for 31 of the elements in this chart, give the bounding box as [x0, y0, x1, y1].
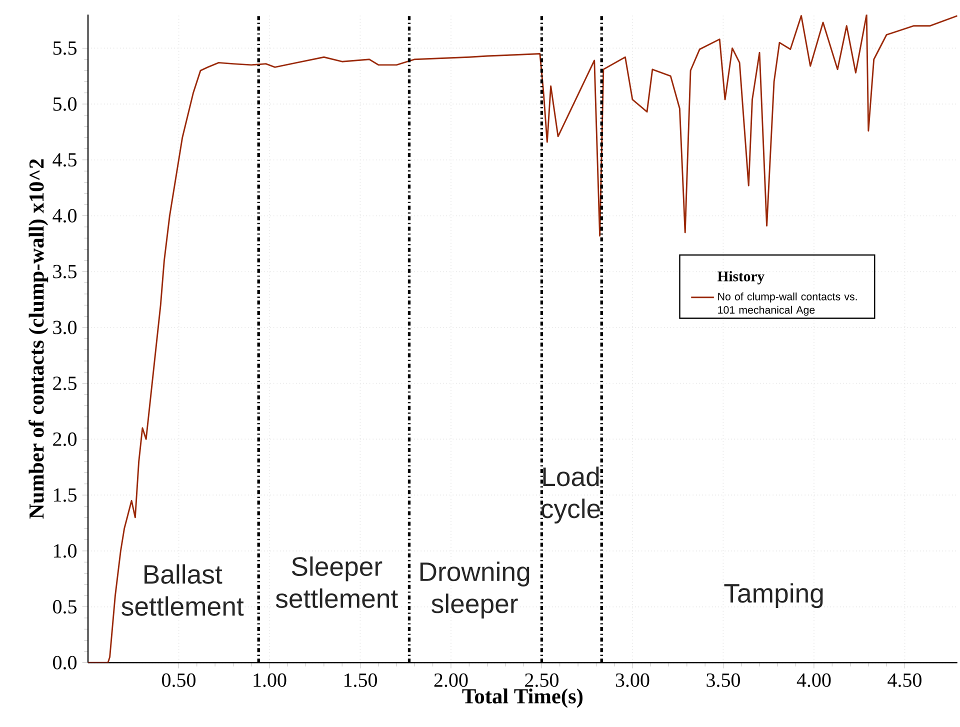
- x-tick-label: 4.00: [796, 674, 831, 688]
- legend-label: No of clump-wall contacts vs. 101 mechanical Age: [718, 292, 857, 316]
- annotation: Ballast settlement: [122, 564, 244, 616]
- annotation: Tamping: [724, 583, 823, 608]
- y-tick-label: 0.5: [53, 600, 76, 614]
- y-tick-label: 3.5: [53, 265, 76, 279]
- annotation: Sleeper settlement: [276, 556, 398, 608]
- y-tick-label: 0.0: [53, 656, 77, 670]
- y-tick-label: 5.0: [53, 97, 77, 112]
- x-tick-label: 2.50: [525, 674, 558, 688]
- x-axis-title: Total Time(s): [462, 688, 583, 708]
- y-tick-label: 4.0: [52, 209, 77, 223]
- y-tick-label: 4.5: [52, 153, 76, 167]
- x-tick-label: 1.50: [344, 674, 377, 688]
- annotation: Drowning sleeper: [420, 562, 530, 619]
- legend-title: History: [718, 271, 764, 285]
- x-tick-label: 3.50: [706, 674, 740, 688]
- x-tick-label: 0.50: [162, 674, 196, 688]
- y-tick-label: 2.0: [53, 432, 77, 446]
- x-tick-label: 3.00: [616, 674, 650, 688]
- y-tick-label: 3.0: [53, 320, 77, 334]
- y-tick-label: 2.5: [53, 376, 76, 390]
- y-axis-title: Number of contacts (clump-wall) x10^2: [28, 159, 48, 519]
- line-series: [88, 14, 958, 663]
- x-tick-label: 1.00: [254, 674, 286, 688]
- y-tick-label: 5.5: [53, 42, 76, 56]
- y-tick-label: 1.5: [54, 488, 76, 502]
- x-tick-label: 2.00: [434, 674, 468, 688]
- annotation: Load cycle: [542, 466, 600, 524]
- x-tick-label: 4.50: [888, 674, 922, 688]
- y-tick-label: 1.0: [54, 544, 77, 558]
